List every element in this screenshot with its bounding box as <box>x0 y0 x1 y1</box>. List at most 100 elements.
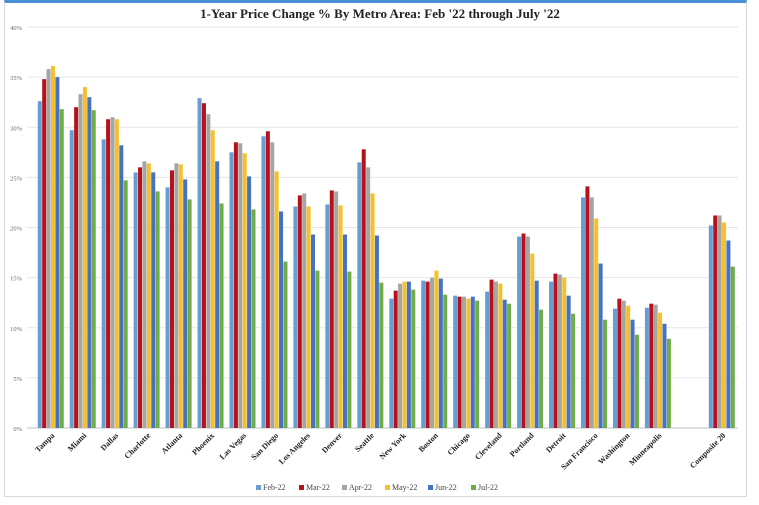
x-tick-label: Cleveland <box>473 431 504 462</box>
bar-may-22-composite-20 <box>722 222 727 428</box>
bar-apr-22-san-francisco <box>589 197 594 428</box>
bar-feb-22-san-diego <box>261 136 266 428</box>
bar-may-22-chicago <box>466 298 471 428</box>
bar-apr-22-seattle <box>366 167 371 428</box>
bar-feb-22-los-angeles <box>293 206 298 428</box>
bar-jul-22-minneapolis <box>666 338 671 428</box>
bar-jul-22-detroit <box>571 313 576 428</box>
bar-apr-22-cleveland <box>493 281 498 428</box>
bar-jun-22-charlotte <box>151 172 156 428</box>
bar-feb-22-composite-20 <box>708 225 713 428</box>
x-tick-label: Dallas <box>99 431 120 452</box>
x-tick-label: Chicago <box>446 431 472 457</box>
bar-apr-22-miami <box>78 94 83 428</box>
bar-jul-22-portland <box>539 309 544 428</box>
bar-jul-22-tampa <box>59 109 64 428</box>
bar-jun-22-boston <box>438 278 443 428</box>
bar-jul-22-charlotte <box>155 191 160 428</box>
x-tick-label: Minneapolis <box>627 431 663 467</box>
x-tick-label: Boston <box>417 431 440 454</box>
bar-jul-22-denver <box>347 271 352 428</box>
bar-may-22-charlotte <box>146 163 151 428</box>
bar-mar-22-seattle <box>361 149 366 428</box>
bar-jun-22-phoenix <box>215 161 220 428</box>
legend-label: Apr-22 <box>349 483 372 492</box>
bar-may-22-tampa <box>50 66 55 428</box>
legend-swatch <box>256 485 261 490</box>
legend-swatch <box>299 485 304 490</box>
bar-mar-22-boston <box>425 281 430 428</box>
x-tick-label: Tampa <box>33 431 56 454</box>
bar-jul-22-seattle <box>379 282 384 428</box>
bar-mar-22-new-york <box>393 290 398 428</box>
bar-jun-22-san-francisco <box>598 263 603 428</box>
bar-jul-22-san-diego <box>283 261 288 428</box>
bar-feb-22-minneapolis <box>644 307 649 428</box>
bar-apr-22-new-york <box>398 283 403 428</box>
bar-may-22-cleveland <box>498 283 503 428</box>
bar-jun-22-seattle <box>374 235 379 428</box>
bar-apr-22-las-vegas <box>238 143 243 429</box>
bar-jul-22-miami <box>91 110 96 429</box>
bar-jul-22-los-angeles <box>315 270 320 428</box>
bar-jul-22-new-york <box>411 289 416 428</box>
bar-mar-22-cleveland <box>489 279 494 428</box>
bar-apr-22-atlanta <box>174 163 179 428</box>
bar-feb-22-washington <box>612 308 617 428</box>
x-tick-label: Portland <box>508 431 536 459</box>
legend-swatch <box>471 485 476 490</box>
bar-feb-22-atlanta <box>165 187 170 428</box>
y-tick-label: 25% <box>10 175 23 182</box>
bar-apr-22-composite-20 <box>717 215 722 428</box>
bar-feb-22-phoenix <box>197 98 202 429</box>
y-tick-label: 30% <box>10 125 23 132</box>
bar-mar-22-las-vegas <box>233 142 238 428</box>
bar-jul-22-atlanta <box>187 199 192 428</box>
bar-mar-22-san-francisco <box>585 186 590 428</box>
bar-apr-22-tampa <box>46 69 51 428</box>
bar-may-22-seattle <box>370 193 375 428</box>
bar-may-22-washington <box>626 305 631 428</box>
bar-mar-22-minneapolis <box>649 303 654 428</box>
bar-jun-22-composite-20 <box>726 240 731 428</box>
y-tick-label: 40% <box>10 25 23 32</box>
bar-may-22-dallas <box>114 119 119 428</box>
bar-jun-22-washington <box>630 319 635 428</box>
x-tick-label: Denver <box>320 431 344 455</box>
bar-feb-22-detroit <box>549 281 554 428</box>
y-tick-label: 35% <box>10 75 23 82</box>
bar-feb-22-charlotte <box>133 172 138 428</box>
bar-mar-22-washington <box>617 298 622 428</box>
y-tick-label: 15% <box>10 276 23 283</box>
bar-jun-22-san-diego <box>279 211 284 428</box>
x-tick-label: Phoenix <box>190 431 216 457</box>
y-tick-label: 0% <box>13 426 22 433</box>
bar-feb-22-seattle <box>357 162 362 428</box>
legend-label: Feb-22 <box>263 483 286 492</box>
bar-mar-22-denver <box>329 190 334 428</box>
bar-may-22-boston <box>434 270 439 428</box>
bar-mar-22-detroit <box>553 273 558 428</box>
bar-mar-22-atlanta <box>169 170 174 429</box>
bar-may-22-detroit <box>562 277 567 428</box>
bar-mar-22-chicago <box>457 296 462 428</box>
bar-feb-22-dallas <box>101 139 106 428</box>
bar-apr-22-minneapolis <box>653 304 658 428</box>
bar-feb-22-portland <box>517 236 522 428</box>
legend-swatch <box>385 485 390 490</box>
bar-mar-22-phoenix <box>201 103 206 428</box>
bar-apr-22-denver <box>334 191 339 428</box>
bar-may-22-portland <box>530 253 535 428</box>
bar-mar-22-charlotte <box>138 167 143 428</box>
bar-apr-22-portland <box>525 236 530 428</box>
x-tick-label: Atlanta <box>160 431 185 456</box>
x-tick-label: Detroit <box>544 431 568 455</box>
bar-apr-22-detroit <box>557 274 562 428</box>
bar-feb-22-boston <box>421 280 426 428</box>
bar-feb-22-las-vegas <box>229 152 234 428</box>
bar-jun-22-minneapolis <box>662 323 667 428</box>
legend-label: Mar-22 <box>306 483 330 492</box>
bar-apr-22-charlotte <box>142 161 147 428</box>
bar-may-22-san-francisco <box>594 218 599 428</box>
